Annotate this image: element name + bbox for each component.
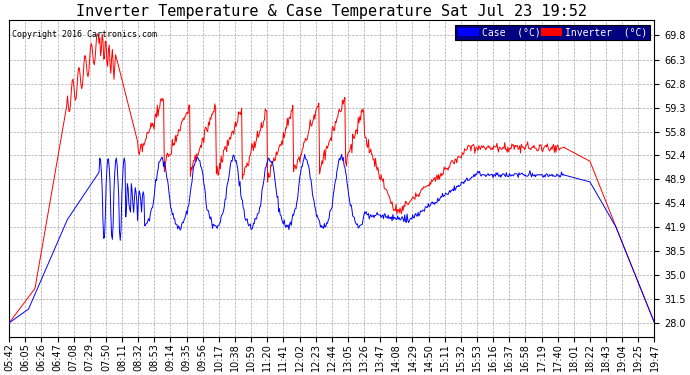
Legend: Case  (°C), Inverter  (°C): Case (°C), Inverter (°C) xyxy=(455,25,649,40)
Title: Inverter Temperature & Case Temperature Sat Jul 23 19:52: Inverter Temperature & Case Temperature … xyxy=(77,4,587,19)
Text: Copyright 2016 Cartronics.com: Copyright 2016 Cartronics.com xyxy=(12,30,157,39)
